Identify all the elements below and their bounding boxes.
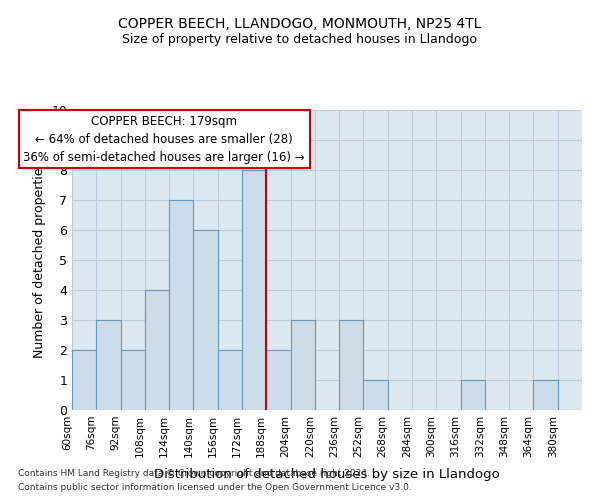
Bar bbox=[290, 320, 315, 410]
Bar bbox=[72, 350, 96, 410]
Y-axis label: Number of detached properties: Number of detached properties bbox=[33, 162, 46, 358]
Bar bbox=[266, 350, 290, 410]
Bar bbox=[461, 380, 485, 410]
Text: COPPER BEECH: 179sqm
← 64% of detached houses are smaller (28)
36% of semi-detac: COPPER BEECH: 179sqm ← 64% of detached h… bbox=[23, 114, 305, 164]
Bar bbox=[242, 170, 266, 410]
Bar bbox=[533, 380, 558, 410]
Text: COPPER BEECH, LLANDOGO, MONMOUTH, NP25 4TL: COPPER BEECH, LLANDOGO, MONMOUTH, NP25 4… bbox=[118, 18, 482, 32]
Text: Contains public sector information licensed under the Open Government Licence v3: Contains public sector information licen… bbox=[18, 484, 412, 492]
Text: Contains HM Land Registry data © Crown copyright and database right 2024.: Contains HM Land Registry data © Crown c… bbox=[18, 468, 370, 477]
Bar bbox=[96, 320, 121, 410]
Bar bbox=[364, 380, 388, 410]
X-axis label: Distribution of detached houses by size in Llandogo: Distribution of detached houses by size … bbox=[154, 468, 500, 481]
Bar bbox=[169, 200, 193, 410]
Bar bbox=[218, 350, 242, 410]
Bar bbox=[339, 320, 364, 410]
Bar bbox=[145, 290, 169, 410]
Bar bbox=[193, 230, 218, 410]
Text: Size of property relative to detached houses in Llandogo: Size of property relative to detached ho… bbox=[122, 32, 478, 46]
Bar bbox=[121, 350, 145, 410]
